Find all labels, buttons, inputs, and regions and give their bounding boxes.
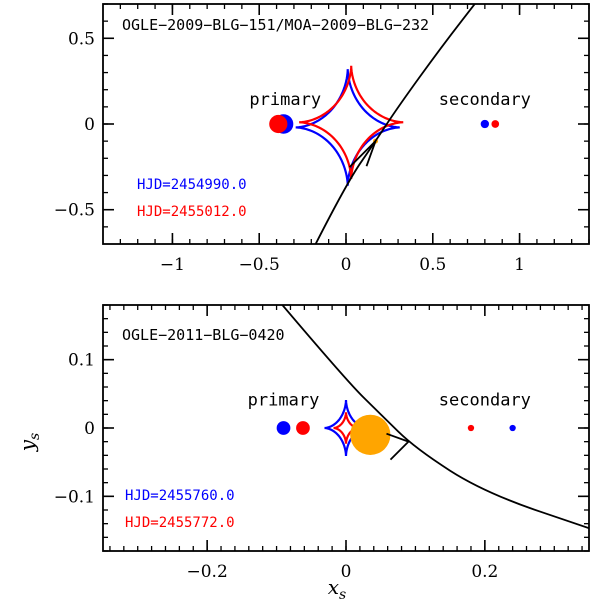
y-axis-label-sub: s <box>27 433 43 440</box>
top-primary-label: primary <box>249 90 321 110</box>
bottom-caustic-red <box>333 412 359 444</box>
top-trajectory-arrow <box>348 140 377 168</box>
top-panel: primary secondary HJD=2454990.0 HJD=2455012… <box>54 3 590 275</box>
bottom-trajectory-arrow <box>386 432 411 461</box>
top-x-tick-label: −0.5 <box>239 255 280 275</box>
bottom-primary-label: primary <box>248 390 320 410</box>
bottom-y-tick-label: −0.1 <box>54 487 95 507</box>
top-primary-mass-red <box>269 114 288 134</box>
bottom-x-tick-label: 0 <box>341 562 352 582</box>
bottom-trajectory <box>281 305 589 530</box>
x-axis-label-main: x <box>328 575 339 599</box>
top-y-tick-label: 0.5 <box>68 29 95 49</box>
y-axis-label: ys <box>15 433 43 453</box>
x-axis-label: xs <box>328 575 346 602</box>
bottom-plot-area <box>276 305 589 530</box>
bottom-caustic-blue <box>324 399 368 457</box>
top-x-tick-label: 1 <box>514 255 525 275</box>
y-axis-label-main: y <box>15 439 39 452</box>
top-x-tick-label: 0.5 <box>419 255 446 275</box>
bottom-source <box>350 414 391 455</box>
bottom-y-tick-label: 0 <box>84 419 95 439</box>
bottom-panel-title: OGLE−2011−BLG−0420 <box>122 326 285 344</box>
top-x-tick-label: 0 <box>341 255 352 275</box>
top-plot-area <box>269 4 500 244</box>
bottom-panel: xs ys primary secondaryHJD=2455760.0HJD=2… <box>15 304 590 602</box>
x-axis-label-sub: s <box>339 587 346 602</box>
top-secondary-mass-blue <box>480 119 490 129</box>
top-legend-0: HJD=2454990.0 <box>137 177 247 193</box>
top-legend-1: HJD=2455012.0 <box>137 204 247 220</box>
bottom-legend-1: HJD=2455772.0 <box>125 515 235 531</box>
top-secondary-mass-red <box>491 120 500 128</box>
top-panel-title: OGLE−2009−BLG−151/MOA−2009−BLG−232 <box>122 16 429 34</box>
bottom-secondary-mass-blue <box>509 424 516 432</box>
bottom-secondary-label: secondary <box>439 390 531 410</box>
top-secondary-label: secondary <box>439 90 531 110</box>
top-x-tick-label: −1 <box>160 255 185 275</box>
bottom-x-tick-label: 0.2 <box>471 562 498 582</box>
bottom-x-tick-label: −0.2 <box>187 562 228 582</box>
top-y-tick-label: −0.5 <box>54 201 95 221</box>
top-caustic-red <box>299 65 404 179</box>
bottom-y-tick-label: 0.1 <box>68 351 95 371</box>
top-y-tick-label: 0 <box>84 115 95 135</box>
bottom-primary-mass-blue <box>276 421 291 435</box>
bottom-secondary-mass-red <box>467 424 475 432</box>
bottom-primary-mass-red <box>296 421 310 435</box>
bottom-legend-0: HJD=2455760.0 <box>125 488 235 504</box>
top-trajectory <box>314 4 476 244</box>
